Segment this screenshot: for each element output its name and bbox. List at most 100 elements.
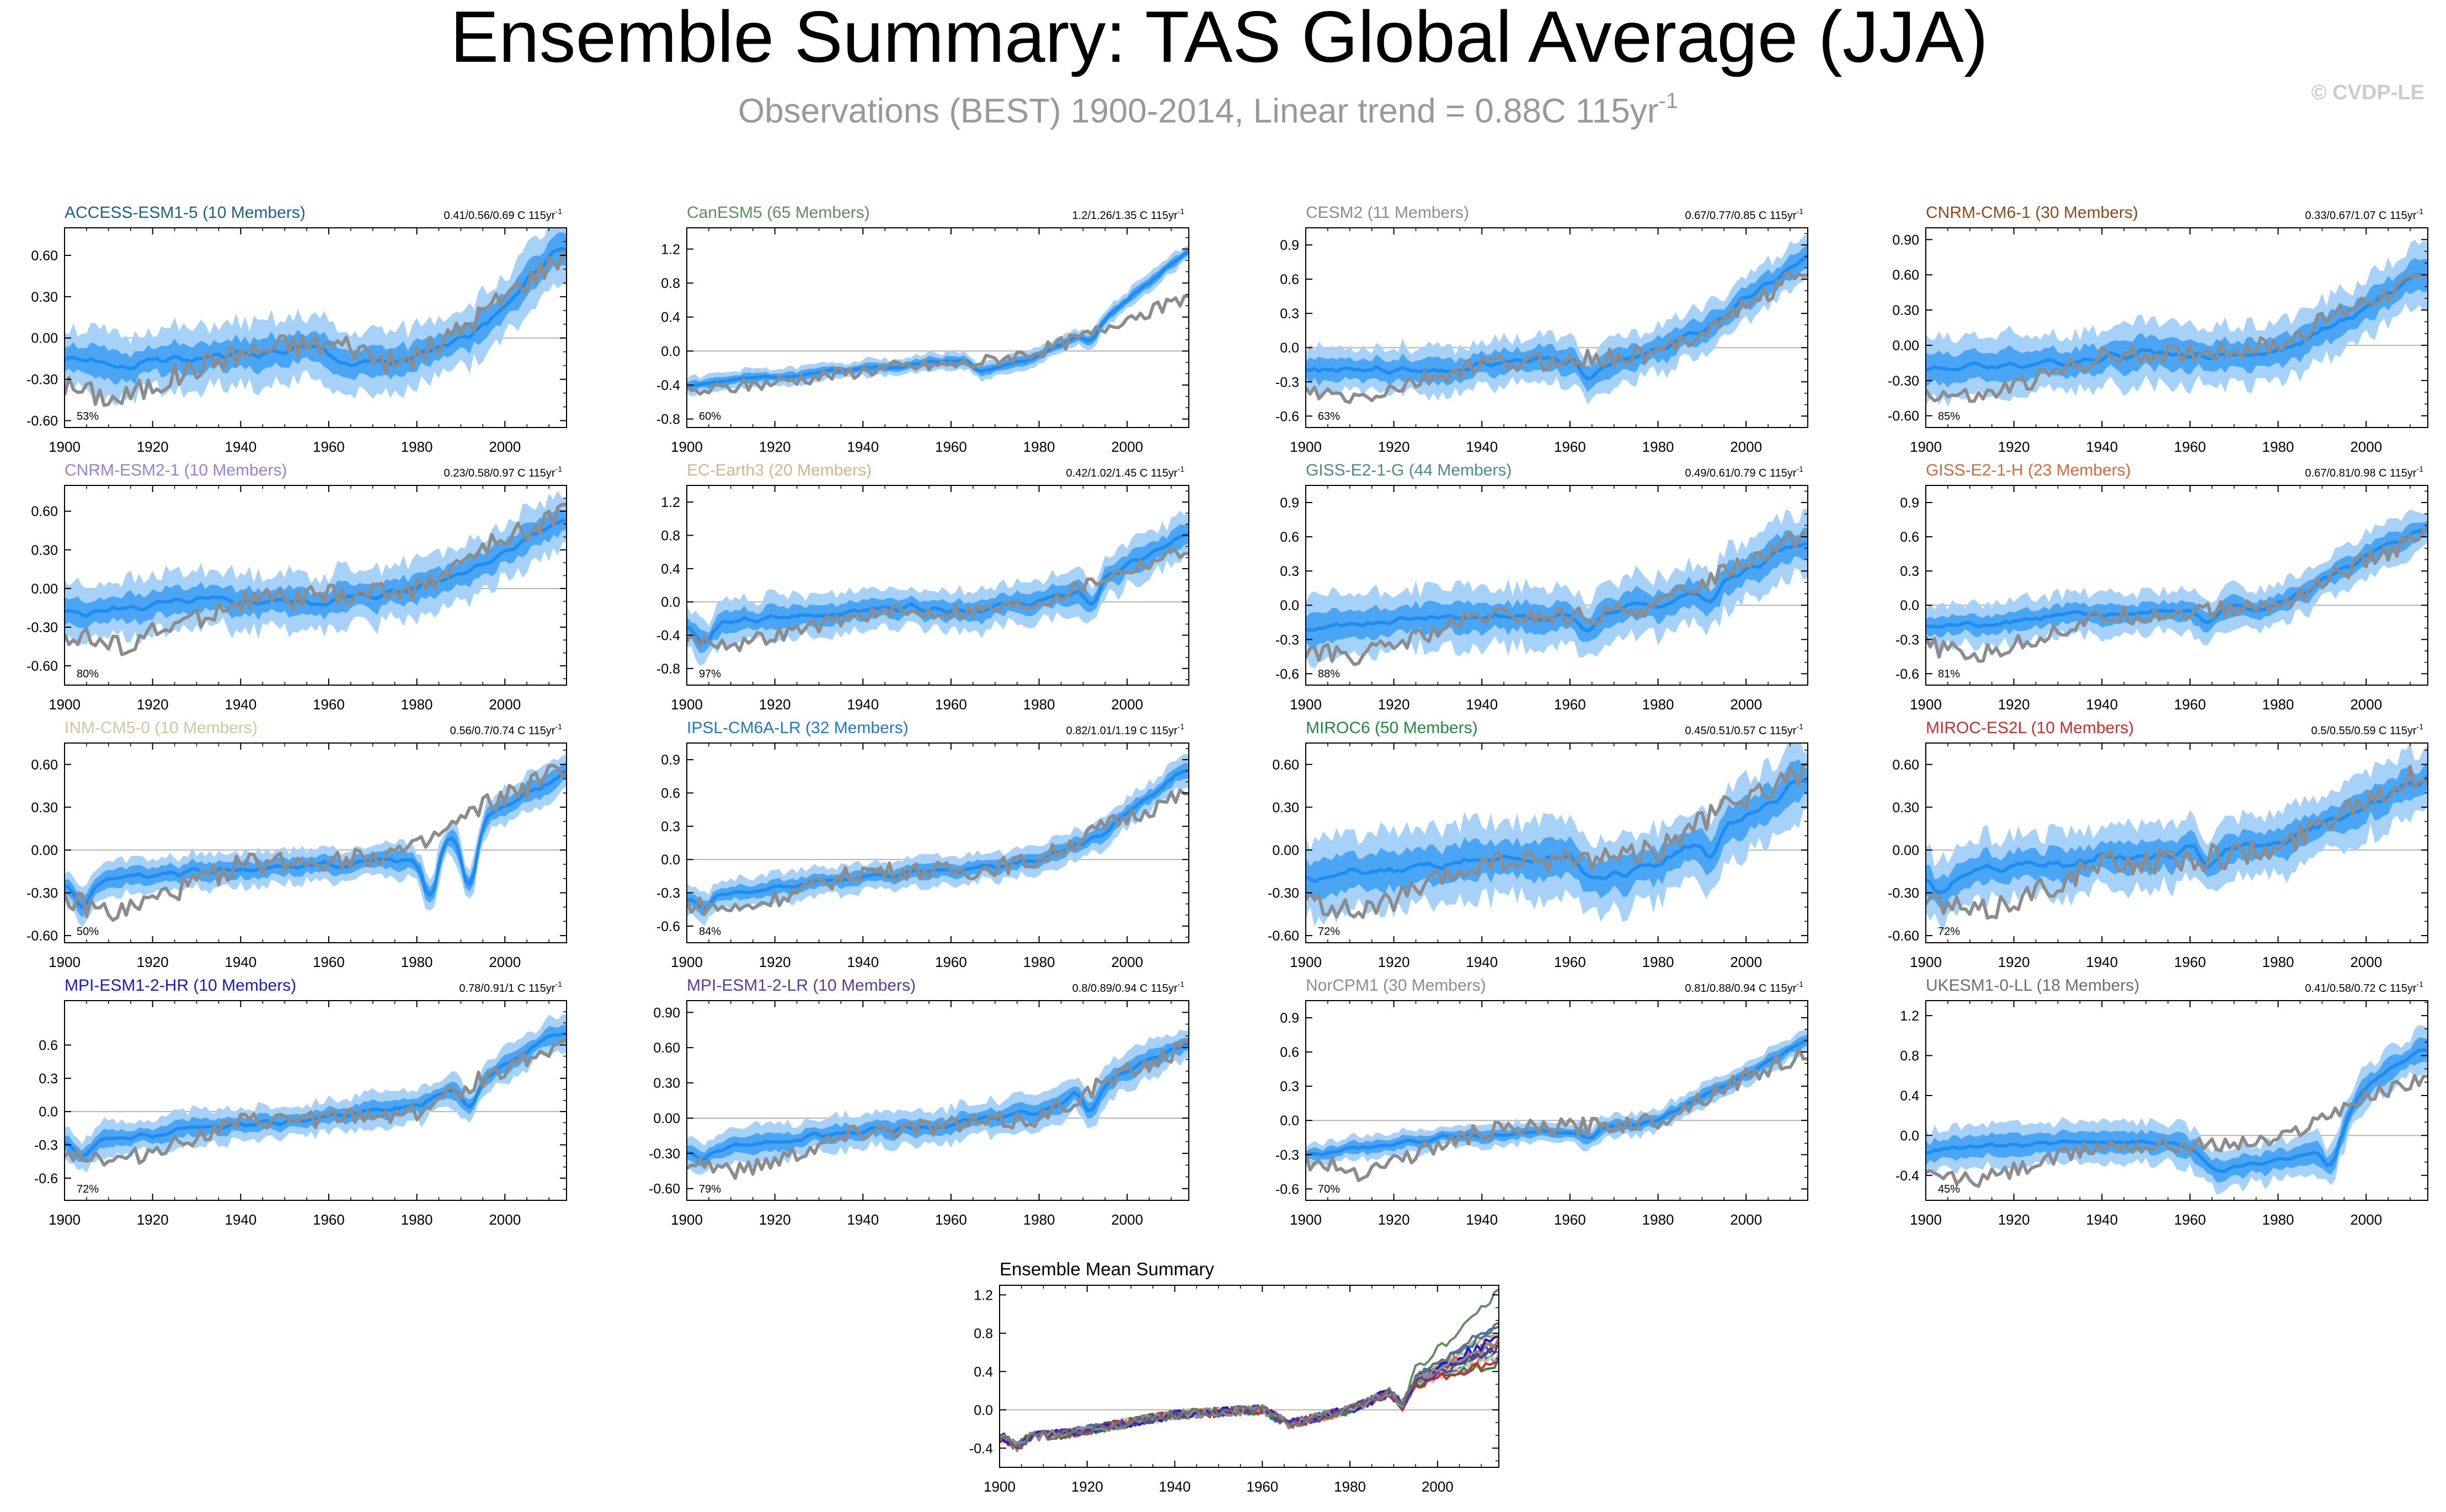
panel-title: MPI-ESM1-2-HR (10 Members) — [65, 976, 296, 995]
panel-title: CanESM5 (65 Members) — [687, 204, 870, 222]
x-tick-label: 1940 — [847, 954, 879, 970]
panel-cnrm_cm6: CNRM-CM6-1 (30 Members) 0.33/0.67/1.07 C … — [1888, 204, 2428, 455]
ensemble-mean-line — [65, 247, 567, 371]
y-tick-label: -0.3 — [34, 1137, 58, 1153]
panel-percentage: 88% — [1318, 668, 1340, 680]
y-tick-label: 0.00 — [1272, 843, 1299, 858]
x-tick-label: 1980 — [1023, 954, 1055, 970]
y-tick-label: 0.9 — [1280, 238, 1299, 253]
ensemble-band-outer — [687, 754, 1189, 926]
panel-percentage: 84% — [699, 926, 721, 938]
x-tick-label: 1980 — [1642, 1211, 1674, 1228]
y-tick-label: 0.0 — [661, 852, 680, 868]
x-tick-label: 1900 — [1910, 696, 1942, 713]
x-tick-label: 1920 — [759, 1211, 791, 1228]
y-tick-label: 0.6 — [1280, 1045, 1299, 1060]
panel-summary: Ensemble Mean Summary -0.4 0.0 0.4 0.8 1.2 190… — [969, 1259, 1499, 1495]
panel-giss_g: GISS-E2-1-G (44 Members) 0.49/0.61/0.79 C… — [1275, 461, 1808, 713]
plot-frame — [64, 485, 567, 686]
x-tick-label: 1980 — [2262, 696, 2294, 713]
y-tick-label: -0.6 — [1275, 666, 1299, 682]
x-tick-label: 1940 — [1466, 1211, 1498, 1228]
ensemble-band-outer — [687, 510, 1189, 666]
panel-title: CNRM-CM6-1 (30 Members) — [1926, 204, 2138, 222]
y-tick-label: 0.30 — [1892, 303, 1919, 318]
y-tick-label: 0.30 — [31, 800, 58, 815]
y-tick-label: 0.0 — [1280, 340, 1299, 356]
x-tick-label: 1940 — [225, 954, 257, 970]
x-tick-label: 1960 — [313, 1211, 345, 1228]
panel-title: UKESM1-0-LL (18 Members) — [1926, 976, 2139, 995]
y-tick-label: -0.60 — [26, 414, 58, 429]
panel-trend: 0.45/0.51/0.57 C 115yr-1 — [1685, 722, 1804, 737]
panel-percentage: 79% — [699, 1183, 721, 1195]
y-tick-label: 0.30 — [653, 1076, 680, 1091]
plot-frame — [1305, 485, 1808, 686]
y-tick-label: 0.0 — [974, 1403, 993, 1418]
ensemble-mean-line — [687, 1042, 1189, 1161]
observations-line — [1926, 274, 2428, 403]
ensemble-mean-line — [1926, 774, 2428, 894]
y-tick-label: 0.6 — [1280, 530, 1299, 545]
x-tick-label: 1940 — [847, 1211, 879, 1228]
y-tick-label: -0.60 — [649, 1182, 680, 1197]
panel-inm: INM-CM5-0 (10 Members) 0.56/0.7/0.74 C 11… — [26, 719, 567, 970]
plot-area — [687, 245, 1189, 397]
y-tick-label: -0.3 — [1275, 375, 1299, 390]
panel-percentage: 53% — [77, 410, 99, 423]
ensemble-band-inner — [1926, 258, 2428, 387]
x-tick-label: 1920 — [1071, 1478, 1103, 1495]
x-tick-label: 1980 — [1023, 439, 1055, 455]
x-tick-label: 1920 — [759, 439, 791, 455]
y-tick-label: 0.0 — [661, 344, 680, 359]
x-tick-label: 1940 — [2086, 439, 2118, 455]
x-tick-label: 1940 — [1159, 1478, 1191, 1495]
plot-area — [1306, 1029, 1808, 1183]
plot-area — [1926, 239, 2428, 407]
plot-frame — [1925, 485, 2428, 686]
y-tick-label: 0.3 — [39, 1071, 58, 1087]
panel-title: CESM2 (11 Members) — [1306, 204, 1469, 222]
plot-area — [1000, 1288, 1499, 1452]
x-tick-label: 1920 — [759, 696, 791, 713]
x-tick-label: 1960 — [313, 954, 345, 970]
panel-miroc_es2l: MIROC-ES2L (10 Members) 0.5/0.55/0.59 C 1… — [1888, 719, 2428, 970]
y-tick-label: 0.3 — [1900, 564, 1919, 579]
x-tick-label: 1920 — [1998, 696, 2030, 713]
plot-area — [1926, 509, 2428, 663]
trend-value: 0.56/0.7/0.74 C 115yr — [450, 725, 556, 737]
x-tick-label: 1940 — [225, 439, 257, 455]
ensemble-band-outer — [687, 1029, 1189, 1175]
trend-superscript: -1 — [2417, 207, 2424, 216]
x-tick-label: 1960 — [2174, 954, 2206, 970]
trend-superscript: -1 — [2417, 722, 2424, 731]
panel-percentage: 97% — [699, 668, 721, 680]
panel-percentage: 50% — [77, 926, 99, 938]
y-tick-label: -0.6 — [1275, 1182, 1299, 1197]
plot-frame — [686, 1000, 1189, 1201]
x-tick-label: 2000 — [489, 1211, 521, 1228]
trend-superscript: -1 — [1178, 207, 1185, 216]
panel-trend: 0.41/0.58/0.72 C 115yr-1 — [2305, 980, 2424, 995]
y-tick-label: 0.6 — [1900, 530, 1919, 545]
x-tick-label: 1960 — [935, 954, 967, 970]
y-tick-label: -0.6 — [1275, 409, 1299, 424]
trend-value: 0.67/0.77/0.85 C 115yr — [1685, 210, 1797, 222]
plot-area — [687, 510, 1189, 666]
x-tick-label: 1960 — [935, 1211, 967, 1228]
y-tick-label: -0.60 — [1888, 409, 1919, 424]
observations-line — [1926, 1074, 2428, 1188]
panel-ec_earth3: EC-Earth3 (20 Members) 0.42/1.02/1.45 C 1… — [656, 461, 1189, 713]
ensemble-mean-line — [1926, 1048, 2428, 1173]
ensemble-mean-line — [65, 519, 567, 618]
plot-area — [1926, 743, 2428, 933]
trend-superscript: -1 — [1797, 464, 1804, 473]
y-tick-label: 0.4 — [1900, 1088, 1919, 1104]
observations-line — [687, 1038, 1189, 1180]
trend-value: 0.67/0.81/0.98 C 115yr — [2305, 467, 2417, 479]
y-tick-label: -0.3 — [1275, 1147, 1299, 1163]
y-tick-label: -0.30 — [1888, 886, 1919, 901]
plot-frame — [64, 227, 567, 428]
summary-series-line — [1000, 1322, 1499, 1449]
y-tick-label: 0.3 — [1280, 306, 1299, 322]
